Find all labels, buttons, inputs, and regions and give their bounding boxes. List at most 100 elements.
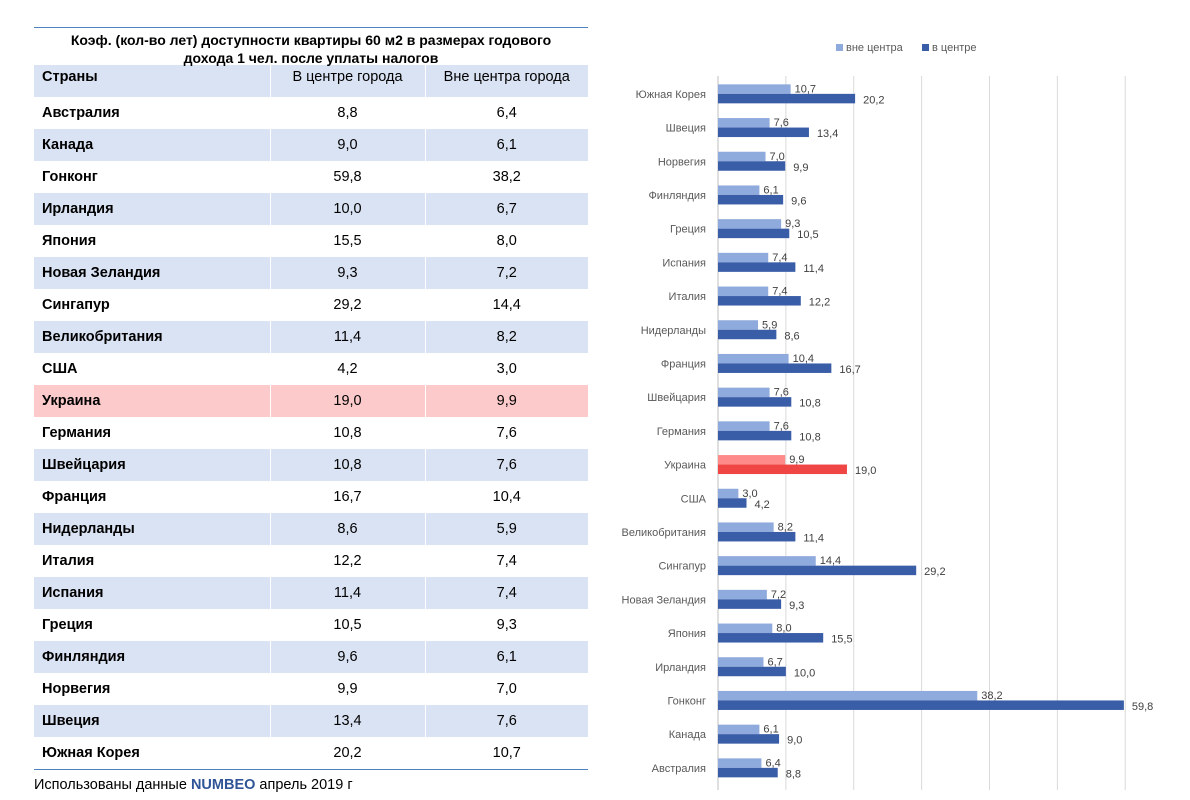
bar-outside-center	[718, 151, 766, 162]
bar-in-center	[718, 633, 824, 643]
value-label-center: 12,2	[809, 297, 830, 309]
bar-in-center	[718, 262, 796, 272]
table-row: Германия 10,8 7,6	[34, 417, 588, 449]
bar-in-center	[718, 700, 1124, 710]
outside-value-cell: 14,4	[424, 289, 588, 321]
country-cell: Австралия	[42, 105, 120, 121]
center-value-cell: 9,3	[269, 257, 425, 289]
value-label-center: 10,8	[799, 398, 820, 410]
source-brand: NUMBEO	[190, 777, 256, 793]
value-label-outside: 6,1	[763, 184, 778, 196]
value-label-outside: 7,2	[771, 589, 786, 601]
category-label: Финляндия	[648, 190, 706, 202]
value-label-outside: 6,1	[763, 724, 778, 736]
table-row: Ирландия 10,0 6,7	[34, 193, 588, 225]
country-cell: Швеция	[34, 705, 270, 737]
outside-value-cell: 6,7	[424, 193, 588, 225]
center-value-cell: 11,4	[269, 321, 425, 353]
bar-outside-center	[718, 488, 739, 499]
outside-value-cell: 9,9	[424, 385, 588, 417]
category-label: Нидерланды	[641, 325, 706, 337]
value-label-center: 9,0	[787, 735, 802, 747]
table-row: Гонконг 59,8 38,2	[34, 161, 588, 193]
outside-value-cell: 7,4	[424, 577, 588, 609]
center-value-cell: 59,8	[269, 161, 425, 193]
bar-outside-center	[718, 522, 774, 532]
value-label-outside: 7,4	[772, 252, 787, 264]
outside-value-cell: 6,1	[424, 641, 588, 673]
category-label: Ирландия	[655, 662, 706, 674]
center-value-cell: 9,9	[269, 673, 425, 705]
category-label: Гонконг	[667, 695, 706, 707]
bar-outside-center	[718, 556, 816, 566]
category-label: Сингапур	[658, 561, 706, 573]
category-label: Норвегия	[658, 156, 706, 168]
bar-in-center	[718, 767, 778, 778]
table-row: Южная Корея 20,2 10,7	[34, 737, 588, 769]
center-value-cell: 8,8	[269, 97, 425, 129]
country-cell: Сингапур	[42, 297, 110, 313]
table-row: Великобритания 11,4 8,2	[34, 321, 588, 353]
chart-legend: вне центра в центре	[836, 42, 977, 54]
category-label: Швеция	[666, 123, 706, 135]
value-label-outside: 6,4	[765, 757, 780, 769]
country-cell: Швейцария	[34, 449, 270, 481]
category-label: Испания	[662, 257, 706, 269]
bar-outside-center	[718, 690, 978, 701]
bar-in-center	[718, 228, 790, 239]
category-label: США	[681, 493, 707, 505]
outside-value-cell: 9,3	[424, 609, 588, 641]
bar-outside-center	[718, 421, 770, 431]
value-label-center: 9,3	[789, 600, 804, 612]
value-label-outside: 9,3	[785, 218, 800, 230]
value-label-outside: 10,7	[795, 83, 816, 95]
center-value-cell: 15,5	[269, 225, 425, 257]
legend-swatch	[836, 44, 843, 51]
center-value-cell: 4,2	[269, 353, 425, 385]
country-cell: Великобритания	[34, 321, 270, 353]
center-value-cell: 10,8	[269, 417, 425, 449]
center-value-cell: 13,4	[269, 705, 425, 737]
table-row: Швейцария 10,8 7,6	[34, 449, 588, 481]
value-label-center: 29,2	[924, 566, 945, 578]
outside-value-cell: 6,4	[424, 97, 588, 129]
bar-in-center	[718, 127, 809, 138]
category-label: Греция	[670, 224, 706, 236]
table-row: Финляндия 9,6 6,1	[34, 641, 588, 673]
table-row: США 4,2 3,0	[34, 353, 588, 385]
category-label: Япония	[668, 628, 706, 640]
bar-in-center	[718, 194, 784, 205]
value-label-outside: 6,7	[767, 656, 782, 668]
country-cell: Украина	[34, 385, 270, 417]
value-label-center: 10,8	[799, 431, 820, 443]
country-cell: США	[42, 361, 78, 377]
bar-outside-center	[718, 623, 773, 634]
bar-in-center	[718, 93, 856, 104]
value-label-center: 20,2	[863, 94, 884, 106]
source-suffix: апрель 2019 г	[255, 777, 353, 793]
bar-in-center	[718, 666, 786, 677]
table-title: Коэф. (кол-во лет) доступности квартиры …	[34, 28, 588, 66]
value-label-center: 8,6	[784, 330, 799, 342]
value-label-center: 19,0	[855, 465, 876, 477]
bar-in-center	[718, 565, 917, 576]
category-label: Германия	[657, 426, 706, 438]
bar-outside-center	[718, 353, 789, 364]
chart-bars	[718, 84, 1124, 778]
outside-value-cell: 10,4	[424, 481, 588, 513]
value-label-center: 4,2	[755, 499, 770, 511]
country-cell: Южная Корея	[42, 745, 140, 761]
bar-in-center	[718, 531, 796, 542]
category-label: Новая Зеландия	[622, 594, 706, 606]
value-label-center: 10,0	[794, 667, 815, 679]
bar-in-center	[718, 464, 847, 475]
country-cell: Испания	[34, 577, 270, 609]
value-label-center: 8,8	[786, 768, 801, 780]
bar-outside-center	[718, 320, 759, 330]
source-prefix: Использованы данные	[34, 777, 191, 793]
value-label-center: 15,5	[831, 634, 852, 646]
bar-in-center	[718, 296, 801, 306]
bar-in-center	[718, 329, 777, 340]
table-row: Канада 9,0 6,1	[34, 129, 588, 161]
bar-outside-center	[718, 286, 769, 297]
